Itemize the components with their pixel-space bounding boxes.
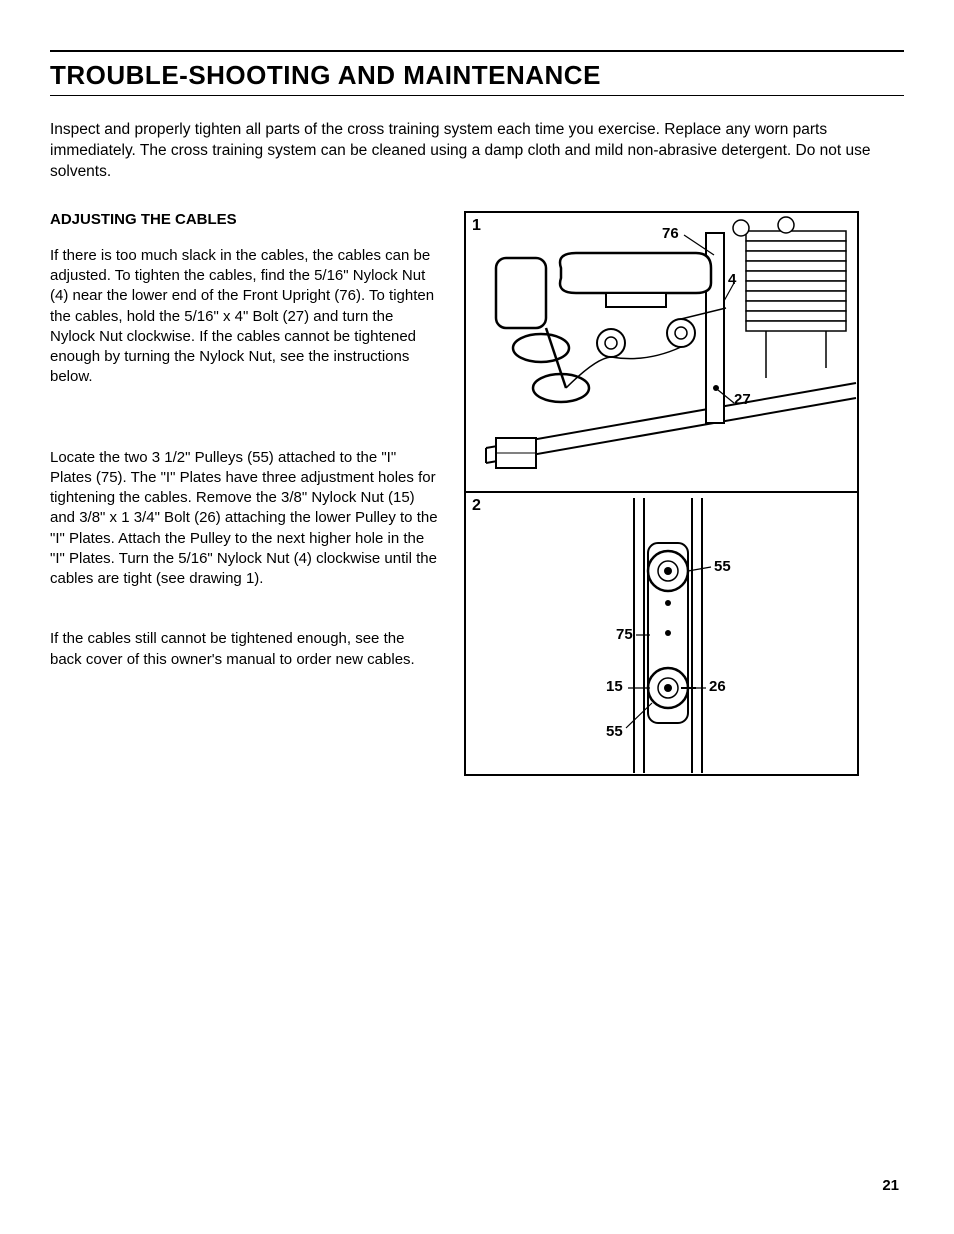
left-column: ADJUSTING THE CABLES If there is too muc… xyxy=(50,211,440,776)
paragraph-2: Locate the two 3 1/2" Pulleys (55) attac… xyxy=(50,448,440,590)
fig1-label-4: 4 xyxy=(728,271,736,288)
rule-under-title xyxy=(50,95,904,96)
figure-box: 1 xyxy=(464,211,859,776)
fig1-label-76: 76 xyxy=(662,225,679,242)
figure-2-drawing xyxy=(466,493,857,776)
content-row: ADJUSTING THE CABLES If there is too muc… xyxy=(50,211,904,776)
fig1-label-27: 27 xyxy=(734,391,751,408)
page-title: TROUBLE-SHOOTING AND MAINTENANCE xyxy=(50,60,904,91)
fig2-label-55-upper: 55 xyxy=(714,558,731,575)
subheading: ADJUSTING THE CABLES xyxy=(50,211,440,228)
page-number: 21 xyxy=(882,1177,899,1194)
fig2-label-55-lower: 55 xyxy=(606,723,623,740)
fig2-label-75: 75 xyxy=(616,626,633,643)
paragraph-1: If there is too much slack in the cables… xyxy=(50,246,440,388)
rule-top xyxy=(50,50,904,52)
paragraph-3: If the cables still cannot be tightened … xyxy=(50,629,440,670)
figure-1-drawing xyxy=(466,213,857,489)
intro-paragraph: Inspect and properly tighten all parts o… xyxy=(50,120,900,183)
fig2-label-15: 15 xyxy=(606,678,623,695)
right-column: 1 xyxy=(464,211,904,776)
fig2-label-26: 26 xyxy=(709,678,726,695)
